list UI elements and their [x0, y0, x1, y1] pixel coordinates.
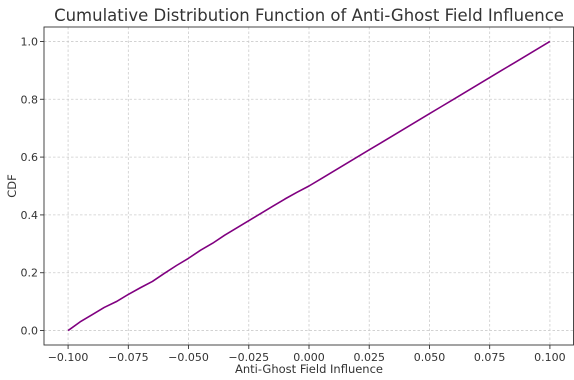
y-tick-label: 0.8: [21, 93, 39, 106]
y-tick-label: 0.0: [21, 325, 39, 338]
y-tick-label: 0.4: [21, 209, 39, 222]
x-tick-label: −0.025: [228, 351, 269, 364]
chart-title: Cumulative Distribution Function of Anti…: [54, 6, 564, 25]
x-tick-label: 0.075: [474, 351, 506, 364]
cdf-series-line: [67, 40, 551, 332]
y-tick-label: 0.2: [21, 267, 39, 280]
x-tick-label: −0.050: [168, 351, 209, 364]
x-tick-label: 0.025: [353, 351, 385, 364]
y-tick-label: 1.0: [21, 35, 39, 48]
grid: [44, 27, 574, 345]
series-layer: [67, 40, 551, 332]
y-axis-label: CDF: [5, 174, 19, 198]
x-tick-label: −0.100: [48, 351, 89, 364]
x-axis-ticks: −0.100 −0.075 −0.050 −0.025 0.000 0.025 0.050 0…: [48, 345, 566, 364]
x-tick-label: 0.000: [293, 351, 325, 364]
x-tick-label: 0.100: [534, 351, 566, 364]
x-tick-label: −0.075: [108, 351, 149, 364]
x-axis-label: Anti-Ghost Field Influence: [235, 362, 383, 376]
x-tick-label: 0.050: [414, 351, 446, 364]
y-axis-ticks: 0.0 0.2 0.4 0.6 0.8 1.0: [21, 35, 44, 338]
y-tick-label: 0.6: [21, 151, 39, 164]
